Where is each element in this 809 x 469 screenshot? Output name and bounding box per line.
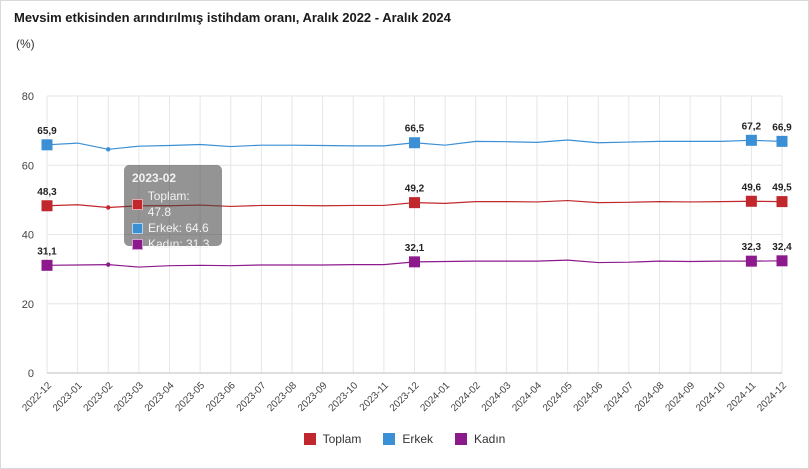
tooltip-value-erkek: Erkek: 64.6 xyxy=(148,221,209,235)
x-tick-label: 2024-08 xyxy=(633,380,667,414)
hover-point xyxy=(106,205,111,210)
unit-label: (%) xyxy=(16,37,35,51)
data-marker xyxy=(41,139,53,151)
tooltip-row-erkek: Erkek: 64.6 xyxy=(132,220,214,236)
data-label: 32,3 xyxy=(742,242,762,253)
x-tick-label: 2023-01 xyxy=(51,380,85,414)
hover-point xyxy=(106,262,111,267)
data-marker xyxy=(745,255,757,267)
legend-label-kadin: Kadın xyxy=(474,432,506,446)
x-tick-label: 2022-12 xyxy=(20,380,54,414)
tooltip-value-kadin: Kadın: 31.3 xyxy=(148,237,210,251)
data-marker xyxy=(409,256,420,268)
y-tick-label: 80 xyxy=(22,91,34,103)
data-label: 49,6 xyxy=(742,182,762,193)
data-label: 66,5 xyxy=(405,124,425,135)
y-tick-label: 0 xyxy=(28,368,34,380)
data-marker xyxy=(776,135,788,147)
y-tick-label: 20 xyxy=(22,299,34,311)
data-marker xyxy=(409,197,420,209)
x-tick-label: 2024-11 xyxy=(725,380,759,414)
legend-label-toplam: Toplam xyxy=(322,432,362,446)
data-marker xyxy=(776,255,788,267)
x-tick-label: 2023-08 xyxy=(265,380,299,414)
x-tick-label: 2024-05 xyxy=(541,380,575,414)
tooltip-row-kadin: Kadın: 31.3 xyxy=(132,236,214,252)
data-label: 31,1 xyxy=(37,246,57,257)
x-tick-label: 2023-07 xyxy=(235,380,269,414)
x-tick-label: 2023-10 xyxy=(327,380,361,414)
x-tick-label: 2023-03 xyxy=(112,380,146,414)
legend-swatch-toplam xyxy=(303,433,316,445)
data-marker xyxy=(745,195,757,207)
x-tick-label: 2023-09 xyxy=(296,380,330,414)
x-tick-label: 2024-06 xyxy=(572,380,606,414)
x-tick-label: 2024-12 xyxy=(755,380,789,414)
tooltip-row-toplam: Toplam: 47.8 xyxy=(132,188,214,220)
legend-swatch-erkek xyxy=(383,433,396,445)
data-marker xyxy=(745,134,757,146)
x-tick-label: 2023-06 xyxy=(204,380,238,414)
x-tick-label: 2023-05 xyxy=(173,380,207,414)
data-label: 66,9 xyxy=(772,122,792,133)
x-tick-label: 2024-10 xyxy=(694,380,728,414)
data-label: 49,2 xyxy=(405,184,425,195)
legend-item-erkek[interactable]: Erkek xyxy=(383,432,433,446)
data-label: 67,2 xyxy=(742,121,762,132)
legend: Toplam Erkek Kadın xyxy=(0,432,809,446)
x-tick-label: 2023-02 xyxy=(82,380,116,414)
chart-title: Mevsim etkisinden arındırılmış istihdam … xyxy=(14,10,451,25)
legend-swatch-kadin xyxy=(455,433,467,445)
data-label: 65,9 xyxy=(37,126,57,137)
x-tick-label: 2023-04 xyxy=(143,380,177,414)
x-tick-label: 2024-09 xyxy=(663,380,697,414)
tooltip-swatch-kadin xyxy=(132,238,143,250)
tooltip-value-toplam: Toplam: 47.8 xyxy=(147,189,190,219)
tooltip-swatch-erkek xyxy=(132,222,143,234)
data-label: 49,5 xyxy=(772,183,792,194)
x-tick-label: 2023-11 xyxy=(358,380,392,414)
x-tick-label: 2024-02 xyxy=(449,380,483,414)
data-label: 32,4 xyxy=(772,242,792,253)
y-tick-label: 60 xyxy=(22,160,34,172)
data-marker xyxy=(41,200,53,212)
legend-label-erkek: Erkek xyxy=(402,432,433,446)
legend-item-toplam[interactable]: Toplam xyxy=(303,432,362,446)
data-marker xyxy=(41,259,53,271)
tooltip-title: 2023-02 xyxy=(132,171,177,185)
x-tick-label: 2024-07 xyxy=(602,380,636,414)
hover-point xyxy=(106,147,111,152)
hover-tooltip: 2023-02 Toplam: 47.8 Erkek: 64.6 Kadın: … xyxy=(124,165,222,251)
data-marker xyxy=(409,137,420,149)
data-marker xyxy=(776,196,788,208)
tooltip-swatch-toplam xyxy=(132,198,143,210)
x-tick-label: 2024-01 xyxy=(418,380,452,414)
x-tick-label: 2024-03 xyxy=(480,380,514,414)
x-tick-label: 2023-12 xyxy=(388,380,422,414)
data-label: 32,1 xyxy=(405,243,425,254)
data-label: 48,3 xyxy=(37,187,57,198)
legend-item-kadin[interactable]: Kadın xyxy=(455,432,505,446)
x-tick-label: 2024-04 xyxy=(510,380,544,414)
y-tick-label: 40 xyxy=(22,230,34,242)
